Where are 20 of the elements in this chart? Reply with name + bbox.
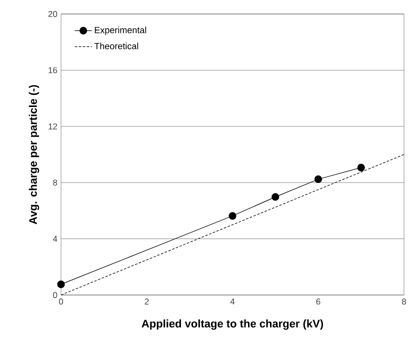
legend-label: Experimental	[94, 26, 146, 36]
y-tick-label: 20	[48, 11, 58, 18]
point	[272, 193, 280, 201]
x-tick-label: 8	[402, 298, 406, 305]
legend-label: Theoretical	[94, 42, 138, 50]
y-tick-label: 12	[48, 123, 58, 130]
y-axis-title: Avg. charge per particle (-)	[28, 85, 40, 224]
y-tick-label: 4	[52, 236, 58, 242]
point	[357, 164, 365, 172]
x-tick-label: 2	[144, 298, 149, 304]
y-tick-label: 16	[48, 67, 58, 74]
x-tick-label: 0	[58, 298, 64, 305]
point	[314, 175, 322, 184]
x-axis-title: Applied voltage to the charger (kV)	[142, 319, 324, 330]
point	[57, 280, 65, 288]
x-tick-label: 6	[316, 298, 320, 305]
x-tick-label: 4	[230, 298, 235, 304]
y-tick-label: 8	[53, 180, 58, 186]
point	[228, 212, 236, 220]
y-tick-label: 0	[53, 292, 58, 298]
